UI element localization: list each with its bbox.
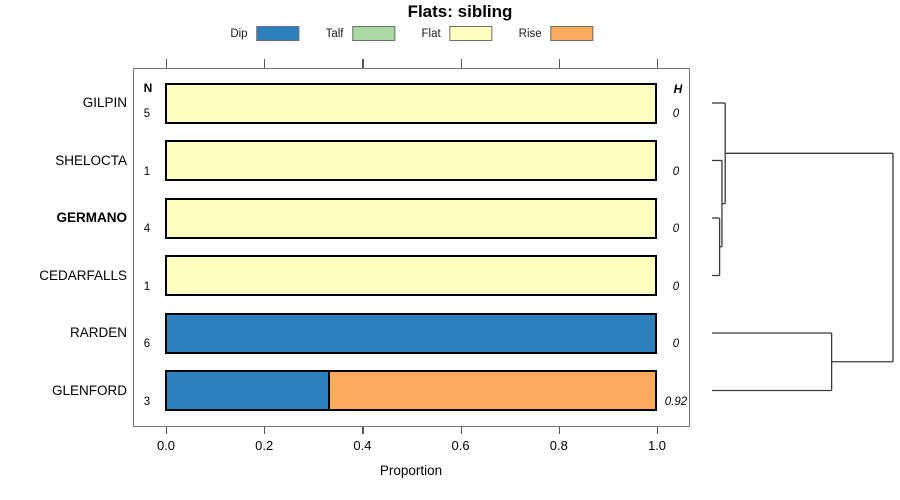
x-axis-tick-bottom bbox=[166, 427, 168, 434]
bar-segment-dip bbox=[167, 314, 655, 352]
bar-rarden bbox=[165, 312, 657, 354]
bar-gilpin bbox=[165, 82, 657, 124]
bar-segment-dip bbox=[167, 372, 330, 409]
legend-swatch-dip bbox=[256, 26, 300, 41]
x-axis-tick-label: 1.0 bbox=[647, 438, 667, 453]
bar-segment-flat bbox=[167, 84, 655, 122]
h-value: 0 bbox=[672, 108, 680, 120]
x-axis-tick-top bbox=[166, 59, 168, 68]
h-value: 0 bbox=[672, 223, 680, 235]
legend-label: Dip bbox=[230, 27, 248, 40]
n-value: 1 bbox=[143, 280, 151, 293]
bar-shelocta bbox=[165, 140, 657, 181]
x-axis-tick-bottom bbox=[362, 427, 364, 434]
x-axis-tick-label: 0.8 bbox=[549, 438, 568, 453]
n-value: 5 bbox=[143, 108, 151, 120]
x-axis-label: Proportion bbox=[379, 463, 443, 478]
x-axis-tick-top bbox=[657, 59, 659, 68]
row-label-cedarfalls: CEDARFALLS bbox=[39, 267, 127, 283]
h-value: 0.92 bbox=[664, 395, 688, 408]
row-label-rarden: RARDEN bbox=[69, 325, 127, 340]
legend-swatch-talf bbox=[352, 26, 396, 41]
legend-label: Flat bbox=[421, 27, 441, 40]
x-axis-tick-top bbox=[460, 59, 462, 68]
row-label-gilpin: GILPIN bbox=[82, 95, 127, 110]
x-axis-tick-top bbox=[362, 59, 364, 68]
plot-area-border bbox=[133, 68, 690, 427]
legend: Dip Talf Flat Rise bbox=[230, 26, 594, 41]
row-label-glenford: GLENFORD bbox=[51, 382, 127, 398]
legend-swatch-flat bbox=[449, 26, 493, 41]
x-axis-tick-label: 0.0 bbox=[156, 438, 176, 453]
bar-segment-flat bbox=[167, 257, 655, 294]
legend-item-flat: Flat bbox=[421, 26, 493, 41]
n-value: 4 bbox=[143, 223, 151, 235]
x-axis-tick-top bbox=[558, 59, 561, 68]
x-axis-tick-label: 0.4 bbox=[353, 438, 372, 453]
bar-glenford bbox=[165, 370, 657, 411]
bar-cedarfalls bbox=[165, 255, 657, 296]
x-axis-tick-bottom bbox=[657, 427, 659, 434]
x-axis-tick-bottom bbox=[264, 427, 266, 434]
chart-title: Flats: sibling bbox=[407, 2, 513, 21]
legend-label: Talf bbox=[325, 27, 344, 40]
legend-label: Rise bbox=[518, 27, 542, 40]
n-value: 1 bbox=[143, 165, 151, 178]
row-label-shelocta: SHELOCTA bbox=[55, 152, 127, 168]
x-axis-tick-bottom bbox=[460, 427, 462, 434]
h-value: 0 bbox=[672, 338, 680, 350]
legend-item-dip: Dip bbox=[230, 26, 300, 41]
legend-item-talf: Talf bbox=[326, 26, 396, 41]
legend-swatch-rise bbox=[550, 26, 594, 41]
legend-item-rise: Rise bbox=[519, 26, 594, 41]
x-axis-tick-label: 0.6 bbox=[451, 438, 470, 453]
bar-segment-flat bbox=[167, 142, 655, 179]
n-value: 3 bbox=[143, 395, 151, 408]
n-column-header: N bbox=[143, 81, 153, 95]
n-value: 6 bbox=[143, 338, 151, 350]
x-axis-tick-label: 0.2 bbox=[255, 438, 274, 453]
h-column-header: H bbox=[673, 82, 683, 96]
bar-segment-flat bbox=[167, 199, 655, 237]
x-axis-tick-bottom bbox=[558, 427, 561, 434]
h-value: 0 bbox=[672, 165, 680, 178]
bar-germano bbox=[165, 197, 657, 239]
h-value: 0 bbox=[672, 280, 680, 293]
row-label-germano: GERMANO bbox=[56, 210, 128, 225]
x-axis-tick-top bbox=[264, 59, 266, 68]
bar-segment-rise bbox=[329, 372, 655, 409]
